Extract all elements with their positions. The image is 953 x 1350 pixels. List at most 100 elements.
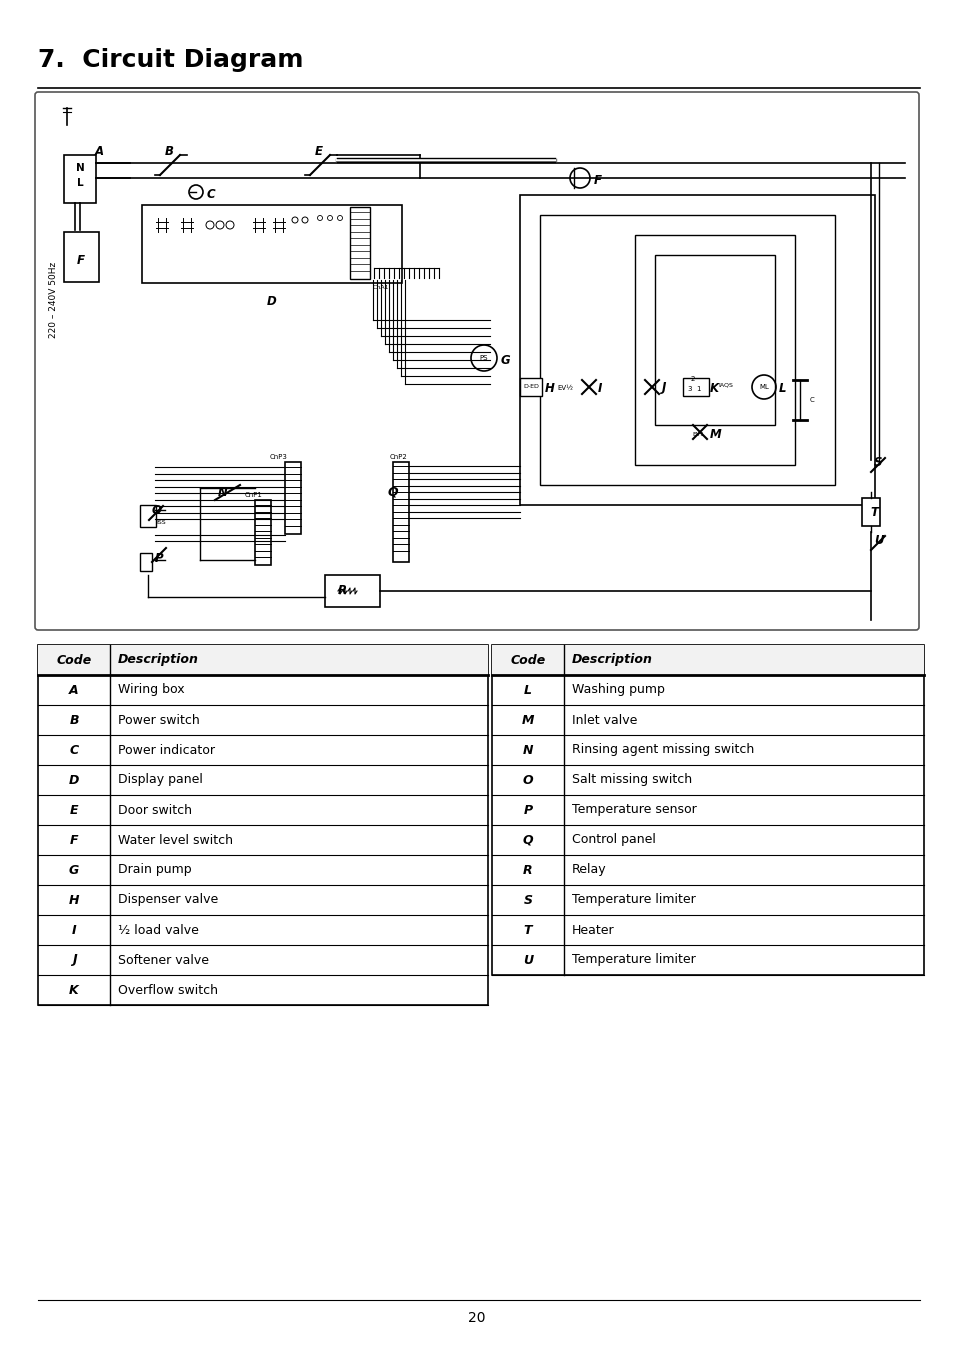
Text: EV1: EV1 <box>691 432 703 436</box>
Text: P: P <box>523 803 532 817</box>
Text: M: M <box>709 428 721 440</box>
Text: Description: Description <box>572 653 652 667</box>
Bar <box>140 505 156 526</box>
Text: EV½: EV½ <box>557 385 573 391</box>
Text: IAQS: IAQS <box>718 382 732 387</box>
Text: Wiring box: Wiring box <box>118 683 185 697</box>
Text: L: L <box>779 382 785 394</box>
Text: I: I <box>598 382 601 394</box>
Bar <box>140 554 152 571</box>
Text: PS: PS <box>479 355 488 360</box>
Bar <box>285 462 301 535</box>
Bar <box>539 215 834 485</box>
Text: Overflow switch: Overflow switch <box>118 984 218 996</box>
Text: Drain pump: Drain pump <box>118 864 192 876</box>
Bar <box>38 645 488 675</box>
Bar <box>492 645 923 675</box>
Text: U: U <box>522 953 533 967</box>
Text: Display panel: Display panel <box>118 774 203 787</box>
Text: Temperature sensor: Temperature sensor <box>572 803 696 817</box>
Text: Dispenser valve: Dispenser valve <box>118 894 218 906</box>
Text: P: P <box>154 552 164 564</box>
Text: N: N <box>522 744 533 756</box>
Bar <box>635 235 794 464</box>
Bar <box>682 378 708 396</box>
Text: J: J <box>661 382 666 394</box>
Bar <box>64 232 99 282</box>
Text: S: S <box>523 894 532 906</box>
Text: B: B <box>70 714 79 726</box>
Text: Washing pump: Washing pump <box>572 683 664 697</box>
Bar <box>350 207 370 279</box>
Text: Code: Code <box>56 653 91 667</box>
Bar <box>142 205 401 284</box>
Text: O: O <box>522 774 533 787</box>
Text: ½ load valve: ½ load valve <box>118 923 198 937</box>
Text: L: L <box>523 683 532 697</box>
Text: U: U <box>873 533 882 547</box>
Text: C: C <box>809 397 814 404</box>
Text: Heater: Heater <box>572 923 614 937</box>
Text: Door switch: Door switch <box>118 803 192 817</box>
Text: T: T <box>869 505 877 518</box>
Bar <box>492 645 923 975</box>
Text: G: G <box>500 354 510 366</box>
Text: Control panel: Control panel <box>572 833 655 846</box>
Text: CnP3: CnP3 <box>270 454 288 460</box>
Text: 20: 20 <box>468 1311 485 1324</box>
Text: D-ED: D-ED <box>522 385 538 390</box>
Text: H: H <box>544 382 555 394</box>
Text: A: A <box>95 144 104 158</box>
Text: Softener valve: Softener valve <box>118 953 209 967</box>
Text: Code: Code <box>510 653 545 667</box>
Text: N: N <box>75 163 84 173</box>
Text: L: L <box>76 178 83 188</box>
Text: H: H <box>69 894 79 906</box>
Text: CnP2: CnP2 <box>390 454 407 460</box>
FancyBboxPatch shape <box>35 92 918 630</box>
Text: R: R <box>522 864 533 876</box>
Bar <box>38 645 488 1004</box>
Text: K: K <box>70 984 79 996</box>
Bar <box>862 498 879 526</box>
Bar <box>519 378 541 396</box>
Text: R: R <box>337 585 346 598</box>
Text: Inlet valve: Inlet valve <box>572 714 637 726</box>
Text: I: I <box>71 923 76 937</box>
Text: Power indicator: Power indicator <box>118 744 214 756</box>
Text: Description: Description <box>118 653 198 667</box>
Bar <box>254 500 271 566</box>
Text: Salt missing switch: Salt missing switch <box>572 774 691 787</box>
Text: 220 – 240V 50Hz: 220 – 240V 50Hz <box>50 262 58 338</box>
Text: ML: ML <box>759 383 768 390</box>
Text: E: E <box>314 144 323 158</box>
Text: Water level switch: Water level switch <box>118 833 233 846</box>
Text: Temperature limiter: Temperature limiter <box>572 953 695 967</box>
Text: F: F <box>594 174 601 186</box>
Text: B: B <box>165 144 173 158</box>
Text: CnA1: CnA1 <box>373 285 389 290</box>
Text: M: M <box>521 714 534 726</box>
Text: 7.  Circuit Diagram: 7. Circuit Diagram <box>38 49 303 72</box>
Text: Relay: Relay <box>572 864 606 876</box>
Text: G: G <box>69 864 79 876</box>
Text: O: O <box>152 504 162 517</box>
Bar <box>393 462 409 562</box>
Bar <box>64 155 96 202</box>
Text: F: F <box>70 833 78 846</box>
Text: Q: Q <box>388 486 398 498</box>
Bar <box>325 575 379 608</box>
Text: CnP1: CnP1 <box>245 491 263 498</box>
Text: J: J <box>71 953 76 967</box>
Text: 2: 2 <box>690 377 695 382</box>
Text: D: D <box>69 774 79 787</box>
Text: Temperature limiter: Temperature limiter <box>572 894 695 906</box>
Text: ISS: ISS <box>156 520 166 525</box>
Text: E: E <box>70 803 78 817</box>
Text: A: A <box>70 683 79 697</box>
Text: Rinsing agent missing switch: Rinsing agent missing switch <box>572 744 754 756</box>
Text: N: N <box>218 486 228 498</box>
Text: T: T <box>523 923 532 937</box>
Text: 1: 1 <box>696 386 700 391</box>
Text: Q: Q <box>522 833 533 846</box>
